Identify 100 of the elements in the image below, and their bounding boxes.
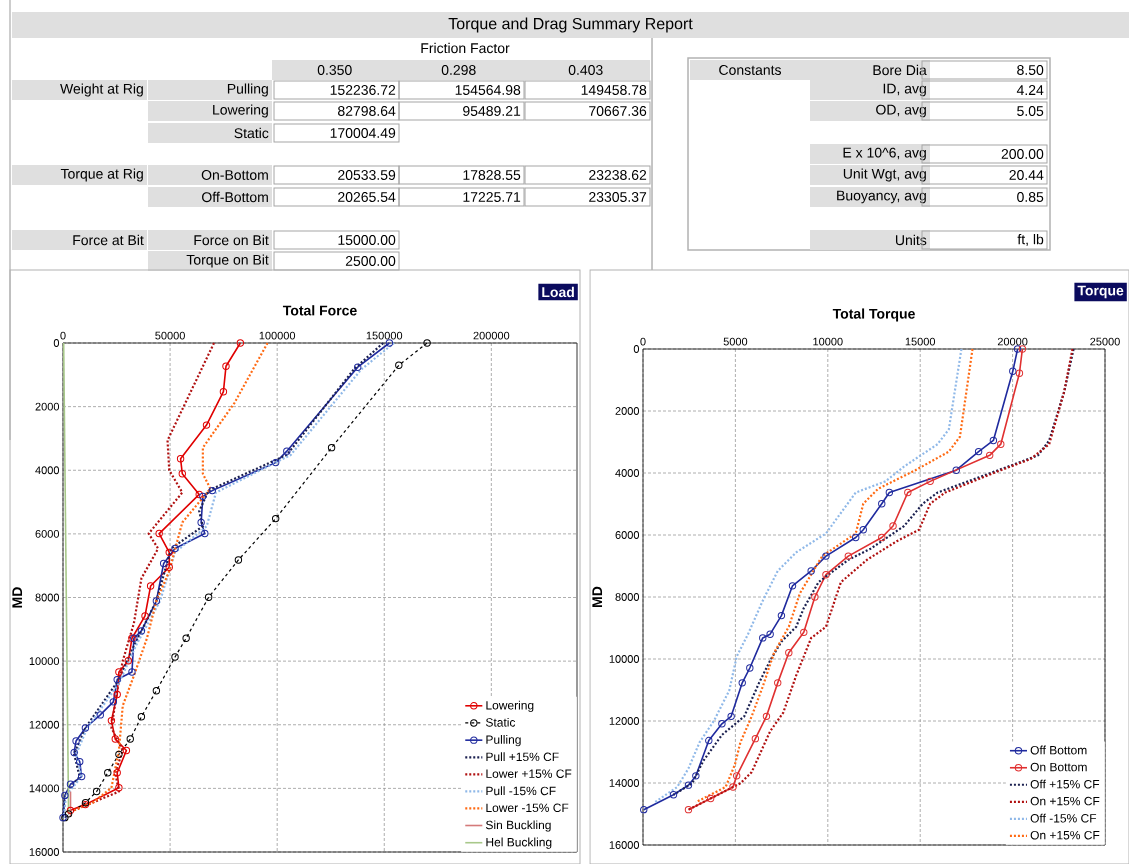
- legend-label: Lower -15% CF: [486, 803, 569, 813]
- point: [822, 570, 830, 579]
- point: [729, 783, 737, 791]
- text: Torque: [1077, 285, 1124, 299]
- point: [199, 492, 207, 501]
- legend-label: Off -15% CF: [1030, 813, 1097, 823]
- point: [171, 544, 179, 553]
- legend-label: On +15% CF: [1030, 796, 1100, 806]
- point: [107, 716, 116, 725]
- point: [997, 440, 1005, 448]
- point: [878, 533, 886, 542]
- point: [669, 791, 678, 799]
- text: ID, avg: [883, 83, 926, 97]
- point: [926, 477, 934, 486]
- text: 23305.37: [589, 192, 647, 202]
- text: Buoyancy, avg: [837, 190, 926, 204]
- point: [283, 447, 291, 455]
- point: [152, 597, 161, 605]
- legend-label: Pull -15% CF: [486, 786, 556, 796]
- x-tick-label: 0: [60, 331, 66, 340]
- y-tick-label: 12000: [29, 720, 60, 729]
- text: 149458.78: [581, 85, 647, 95]
- point: [76, 757, 84, 766]
- point: [844, 552, 853, 560]
- y-tick-label: 0: [633, 345, 640, 353]
- y-axis-title: MD: [12, 587, 23, 608]
- text: 20533.59: [338, 170, 396, 180]
- point: [109, 698, 118, 706]
- y-tick-label: 2000: [35, 402, 60, 411]
- point: [684, 781, 693, 789]
- y-tick-label: 14000: [609, 779, 640, 787]
- x-tick-label: 0: [640, 337, 646, 346]
- point: [774, 679, 782, 687]
- text: Unit Wgt, avg: [843, 168, 926, 182]
- x-tick-label: 10000: [813, 337, 843, 346]
- point: [111, 735, 119, 743]
- text: 170004.49: [330, 128, 396, 138]
- point: [1009, 367, 1017, 376]
- text: Units: [895, 234, 927, 246]
- point: [395, 361, 403, 369]
- point: [904, 488, 912, 497]
- point: [807, 567, 815, 575]
- point: [751, 734, 760, 743]
- point: [885, 488, 894, 497]
- point: [640, 805, 648, 814]
- text: 200.00: [1001, 149, 1044, 159]
- y-tick-label: 16000: [29, 848, 60, 856]
- point: [72, 737, 80, 745]
- point: [61, 791, 69, 800]
- legend-label: On Bottom: [1030, 762, 1087, 772]
- legend-label: Sin Buckling: [485, 820, 551, 832]
- point: [777, 611, 786, 620]
- x-tick-label: 20000: [997, 337, 1028, 346]
- y-tick-label: 10000: [29, 657, 60, 666]
- point: [155, 529, 163, 538]
- point: [706, 794, 715, 803]
- y-tick-label: 14000: [29, 784, 60, 793]
- point: [115, 668, 123, 676]
- text: 0.298: [441, 65, 476, 75]
- line-series: [694, 347, 974, 804]
- legend-label: On +15% CF: [1030, 830, 1100, 840]
- text: Off-Bottom: [202, 191, 268, 203]
- x-tick-label: 15000: [905, 337, 936, 346]
- point: [852, 533, 860, 542]
- point: [137, 627, 146, 635]
- point: [113, 769, 121, 777]
- point: [974, 447, 983, 456]
- x-tick-label: 150000: [366, 331, 403, 340]
- point: [195, 490, 203, 499]
- x-tick-label: 50000: [155, 331, 185, 340]
- point: [66, 780, 75, 788]
- point: [219, 387, 228, 396]
- point: [271, 514, 280, 523]
- text: Friction Factor: [421, 42, 510, 54]
- text: 70667.36: [589, 106, 647, 116]
- y-tick-label: 6000: [615, 531, 640, 539]
- text: Lowering: [213, 104, 268, 118]
- point: [165, 563, 173, 571]
- point: [128, 668, 136, 676]
- line-series: [653, 347, 963, 804]
- point: [785, 649, 793, 657]
- text: 0.85: [1017, 192, 1044, 202]
- text: Weight at Rig: [60, 83, 143, 97]
- chart-title: Total Force: [282, 305, 357, 316]
- point: [77, 772, 86, 781]
- text: 152236.72: [330, 85, 396, 95]
- legend-label: Off Bottom: [1030, 745, 1087, 755]
- point: [81, 724, 90, 732]
- y-tick-label: 4000: [35, 466, 60, 475]
- point: [113, 690, 121, 699]
- point: [692, 772, 700, 780]
- text: 95489.21: [463, 106, 521, 116]
- text: Static: [234, 127, 269, 139]
- text: 2500.00: [345, 256, 396, 266]
- point: [178, 470, 186, 478]
- point: [759, 634, 767, 642]
- point: [859, 526, 867, 534]
- legend-label: Hel Buckling: [486, 837, 552, 849]
- text: 5.05: [1017, 106, 1044, 116]
- text: 23238.62: [589, 170, 647, 180]
